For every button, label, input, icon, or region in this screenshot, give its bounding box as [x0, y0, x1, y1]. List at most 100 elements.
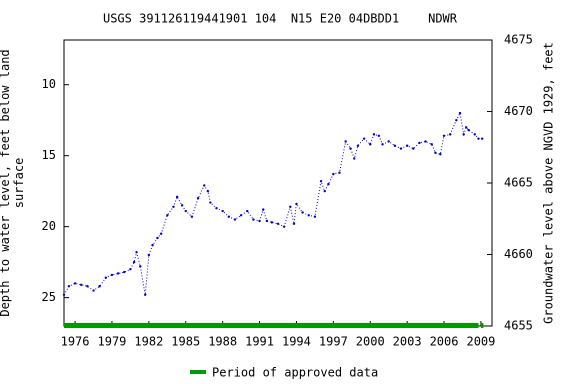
data-point [430, 143, 433, 146]
data-point [289, 205, 292, 208]
data-point [206, 189, 210, 193]
data-point [156, 236, 159, 240]
data-point [203, 184, 206, 187]
y-axis-label: Depth to water level, feet below landsur… [0, 49, 26, 316]
data-point [265, 219, 269, 223]
data-point [252, 218, 255, 221]
data-point [323, 189, 326, 193]
data-point [227, 215, 231, 218]
data-point [215, 206, 218, 210]
x-tick-label: 1982 [134, 335, 163, 349]
data-point [464, 126, 468, 129]
data-point [159, 232, 163, 235]
data-point [319, 180, 323, 183]
data-point [344, 140, 347, 143]
data-point [458, 111, 462, 115]
data-point [393, 144, 397, 147]
data-point [477, 137, 480, 140]
data-point [418, 141, 421, 145]
data-point [110, 273, 114, 277]
data-point [282, 225, 286, 228]
data-point [327, 182, 330, 186]
data-point [448, 133, 452, 136]
data-point [349, 147, 352, 150]
data-point [139, 265, 142, 268]
data-point [132, 260, 136, 264]
data-point [62, 293, 66, 296]
x-tick-label: 1991 [245, 335, 274, 349]
data-point [356, 144, 360, 147]
data-point [147, 253, 151, 257]
approved-period [480, 323, 484, 328]
x-tick-label: 1979 [98, 335, 127, 349]
data-point [175, 195, 179, 199]
data-point [190, 215, 194, 218]
data-point [172, 205, 175, 208]
data-point [307, 214, 310, 217]
x-tick-label: 2003 [393, 335, 422, 349]
data-point [369, 143, 372, 146]
data-point [353, 157, 356, 160]
y-tick-label: 20 [42, 219, 56, 233]
data-point [455, 118, 458, 122]
y2-tick-label: 4670 [504, 104, 533, 118]
data-point [480, 137, 484, 140]
data-point [405, 144, 409, 147]
data-point [73, 282, 77, 285]
x-tick-label: 1985 [171, 335, 200, 349]
data-point [439, 153, 442, 156]
x-tick-label: 2000 [356, 335, 385, 349]
y-tick-label: 10 [42, 77, 56, 91]
data-point [129, 268, 132, 271]
data-point [246, 209, 249, 213]
data-point [196, 197, 200, 200]
data-point [412, 147, 415, 150]
chart-title: USGS 391126119441901 104 N15 E20 04DBDD1… [103, 12, 458, 26]
data-point [473, 133, 476, 136]
x-tick-label: 1997 [319, 335, 348, 349]
data-point [104, 276, 108, 279]
data-point [80, 283, 83, 287]
data-point [209, 201, 212, 204]
data-point [239, 214, 243, 217]
data-point [467, 128, 470, 132]
data-point [92, 289, 95, 292]
data-point [151, 243, 154, 247]
data-point [262, 208, 265, 211]
data-point [116, 272, 120, 275]
data-point [258, 219, 261, 223]
data-point [292, 222, 296, 226]
data-point [180, 204, 184, 207]
data-point [166, 214, 169, 217]
y-tick-label: 25 [42, 290, 56, 304]
data-point [332, 172, 335, 176]
data-point [424, 140, 427, 143]
data-point [184, 209, 187, 213]
y2-tick-label: 4675 [504, 33, 533, 47]
data-point [313, 215, 317, 218]
data-point [442, 134, 446, 138]
data-point [377, 134, 381, 138]
y-tick-label: 15 [42, 148, 56, 162]
data-point [270, 221, 274, 224]
data-line [63, 111, 483, 296]
data-point [295, 202, 298, 206]
data-point [276, 222, 280, 226]
y2-tick-label: 4655 [504, 319, 533, 333]
x-tick-label: 2006 [430, 335, 459, 349]
x-tick-label: 1994 [282, 335, 311, 349]
data-point [123, 270, 126, 274]
data-point [362, 137, 366, 140]
data-point [387, 140, 390, 143]
data-point [233, 218, 237, 221]
data-point [381, 143, 384, 146]
y2-axis-label: Groundwater level above NGVD 1929, feet [542, 42, 556, 324]
data-point [143, 293, 147, 296]
data-point [301, 211, 304, 214]
x-tick-label: 1976 [61, 335, 90, 349]
data-point [399, 147, 403, 150]
y2-tick-label: 4665 [504, 176, 533, 190]
